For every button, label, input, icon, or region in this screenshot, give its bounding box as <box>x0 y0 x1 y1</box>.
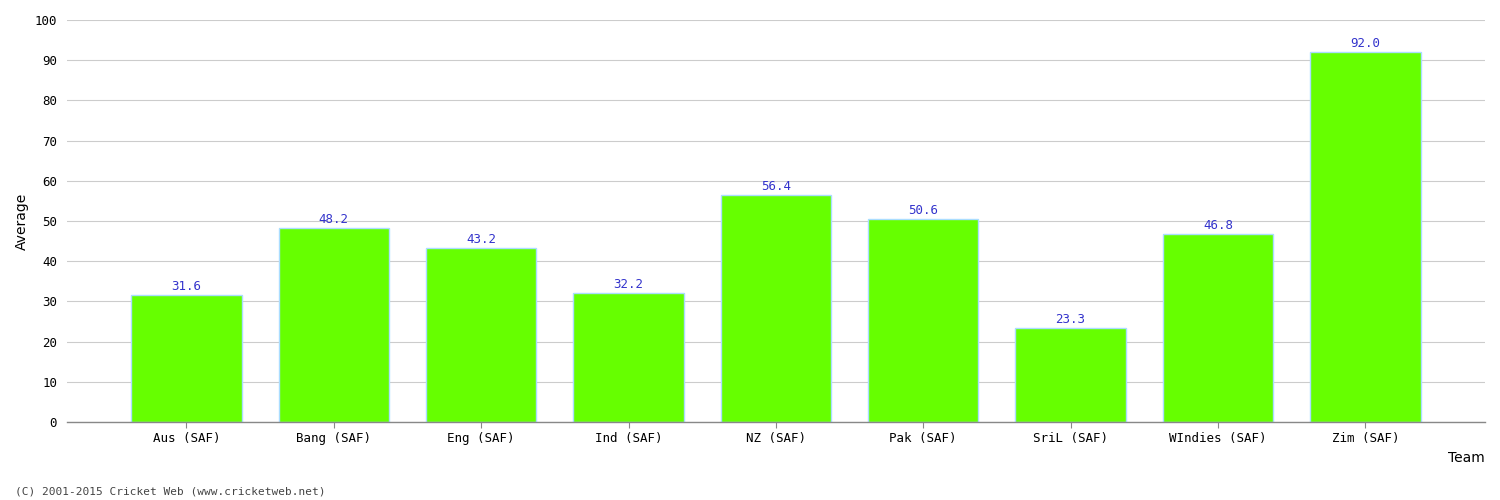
Bar <box>720 196 831 422</box>
Bar <box>1016 328 1126 422</box>
Text: 32.2: 32.2 <box>614 278 644 290</box>
Bar <box>868 218 978 422</box>
Bar <box>1310 52 1420 422</box>
Text: 48.2: 48.2 <box>320 213 350 226</box>
Text: 56.4: 56.4 <box>760 180 790 194</box>
Bar <box>573 292 684 422</box>
Text: 23.3: 23.3 <box>1056 314 1086 326</box>
Bar <box>426 248 537 422</box>
Bar <box>279 228 388 422</box>
Bar <box>1162 234 1274 422</box>
Y-axis label: Average: Average <box>15 192 28 250</box>
Text: 31.6: 31.6 <box>171 280 201 293</box>
Text: 92.0: 92.0 <box>1350 37 1380 50</box>
Bar <box>130 295 242 422</box>
Text: 46.8: 46.8 <box>1203 219 1233 232</box>
X-axis label: Team: Team <box>1448 451 1485 465</box>
Text: 43.2: 43.2 <box>466 234 496 246</box>
Text: (C) 2001-2015 Cricket Web (www.cricketweb.net): (C) 2001-2015 Cricket Web (www.cricketwe… <box>15 487 326 497</box>
Text: 50.6: 50.6 <box>908 204 938 216</box>
